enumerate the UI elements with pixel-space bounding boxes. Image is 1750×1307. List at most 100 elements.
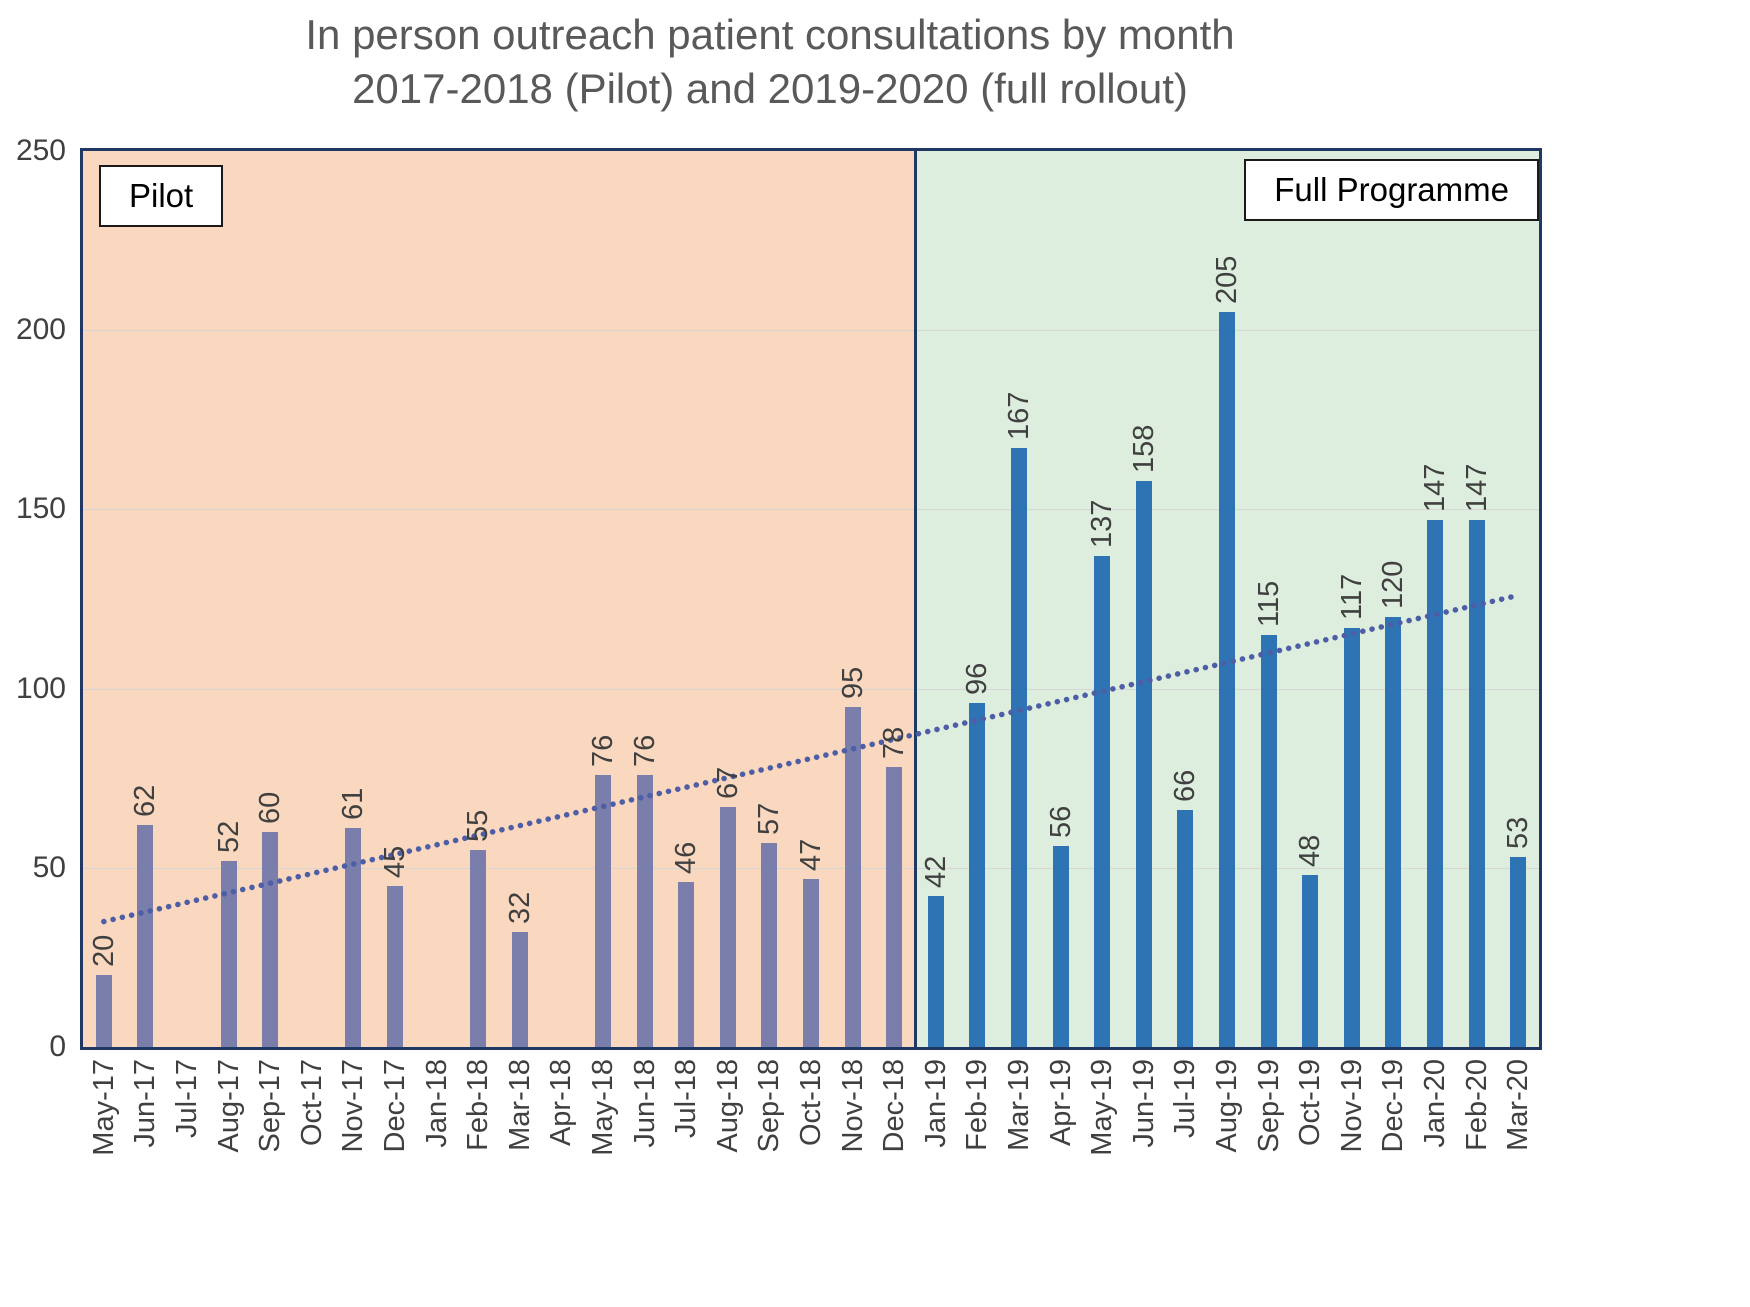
chart-title: In person outreach patient consultations… <box>0 8 1540 116</box>
bar-value-label: 66 <box>1169 770 1202 803</box>
bar-value-label: 42 <box>919 856 952 889</box>
bar-value-label: 67 <box>711 766 744 799</box>
bar-value-label: 60 <box>254 791 287 824</box>
bar-value-label: 57 <box>753 802 786 835</box>
x-tick-label: Oct-18 <box>795 1059 827 1147</box>
bar <box>220 860 237 1047</box>
x-tick-label: Apr-18 <box>545 1059 578 1147</box>
x-tick-label: Sep-17 <box>254 1059 287 1153</box>
bar-value-label: 205 <box>1211 255 1243 305</box>
bar-value-label: 48 <box>1294 834 1327 867</box>
bar <box>595 774 611 1047</box>
x-tick-label: Jan-18 <box>420 1059 453 1148</box>
bar <box>1427 520 1443 1047</box>
bar <box>1385 616 1402 1047</box>
bar <box>886 767 903 1047</box>
x-tick-label: Mar-20 <box>1502 1059 1535 1151</box>
y-tick-label: 50 <box>32 850 66 884</box>
bar <box>761 842 778 1047</box>
pilot-region-label: Pilot <box>99 165 224 227</box>
x-tick-label: Nov-18 <box>836 1059 869 1153</box>
bar-value-label: 62 <box>129 784 162 817</box>
bar-value-label: 120 <box>1377 560 1410 609</box>
x-tick-label: Aug-19 <box>1211 1059 1243 1153</box>
bar <box>470 849 487 1047</box>
gridline <box>83 688 1539 690</box>
bar <box>95 975 112 1047</box>
x-tick-label: Jun-17 <box>129 1059 162 1148</box>
x-tick-label: Apr-19 <box>1044 1059 1077 1147</box>
x-tick-label: Jul-19 <box>1169 1059 1202 1138</box>
bar <box>1468 520 1485 1047</box>
bar-value-label: 32 <box>503 892 536 925</box>
x-tick-label: Aug-18 <box>711 1059 744 1153</box>
x-tick-label: Jul-17 <box>171 1059 203 1138</box>
bar-value-label: 147 <box>1419 463 1451 513</box>
bar <box>1260 634 1277 1047</box>
x-tick-label: Dec-19 <box>1377 1059 1410 1153</box>
chart-title-line2: 2017-2018 (Pilot) and 2019-2020 (full ro… <box>352 65 1188 112</box>
bar-value-label: 76 <box>587 734 619 767</box>
bar <box>262 831 279 1047</box>
bar <box>345 828 362 1047</box>
bar-value-label: 20 <box>87 935 120 968</box>
bar <box>1052 846 1069 1047</box>
bar-value-label: 115 <box>1252 580 1285 627</box>
x-tick-label: May-18 <box>587 1059 619 1156</box>
bar-value-label: 78 <box>878 727 911 760</box>
x-tick-label: Feb-19 <box>961 1059 994 1151</box>
x-tick-label: May-19 <box>1086 1059 1119 1156</box>
x-tick-label: Nov-17 <box>337 1059 370 1153</box>
bar <box>803 878 819 1047</box>
bar <box>1094 556 1111 1047</box>
bar <box>844 706 861 1047</box>
bar <box>1011 448 1027 1047</box>
x-tick-label: Jan-19 <box>919 1059 952 1148</box>
region-divider <box>913 151 917 1047</box>
bar-value-label: 96 <box>961 662 994 695</box>
x-tick-label: Mar-18 <box>503 1059 536 1151</box>
chart-title-line1: In person outreach patient consultations… <box>305 11 1235 58</box>
bar <box>678 882 695 1047</box>
x-tick-label: Oct-19 <box>1294 1059 1327 1147</box>
x-tick-label: Sep-19 <box>1252 1059 1285 1153</box>
bar-value-label: 52 <box>212 820 245 853</box>
x-tick-label: May-17 <box>87 1059 120 1156</box>
plot-area: Pilot Full Programme 20 62 52 60 61 45 55 32 76 7… <box>80 148 1542 1050</box>
x-tick-label: Jun-19 <box>1127 1059 1160 1148</box>
bar-value-label: 47 <box>795 838 827 871</box>
bar <box>927 896 944 1047</box>
y-tick-label: 150 <box>15 492 66 526</box>
y-tick-label: 100 <box>15 671 66 705</box>
bar-value-label: 45 <box>379 845 411 878</box>
x-tick-label: Jun-18 <box>628 1059 661 1148</box>
bar-value-label: 46 <box>670 841 703 875</box>
x-tick-label: Dec-18 <box>878 1059 911 1153</box>
pilot-region-background <box>83 151 915 1047</box>
y-tick-label: 0 <box>49 1030 66 1063</box>
x-tick-label: Feb-18 <box>462 1059 495 1151</box>
bar-value-label: 56 <box>1044 806 1077 839</box>
bar-value-label: 95 <box>836 666 869 699</box>
bar-value-label: 167 <box>1003 392 1035 441</box>
bar-value-label: 137 <box>1086 499 1119 548</box>
bar <box>511 932 528 1047</box>
bar-value-label: 117 <box>1335 573 1368 620</box>
full-programme-region-label: Full Programme <box>1244 159 1539 221</box>
x-tick-label: Nov-19 <box>1335 1059 1368 1153</box>
bar <box>719 806 736 1047</box>
bar-value-label: 158 <box>1127 424 1160 473</box>
bar-value-label: 147 <box>1460 463 1493 513</box>
y-tick-label: 250 <box>15 134 66 167</box>
x-tick-label: Oct-17 <box>295 1059 328 1147</box>
bar-value-label: 76 <box>628 734 661 767</box>
bar <box>1510 857 1527 1047</box>
x-tick-label: Feb-20 <box>1460 1059 1493 1151</box>
bar <box>1135 480 1152 1047</box>
bar <box>387 885 403 1047</box>
bar <box>969 702 986 1047</box>
x-tick-label: Jan-20 <box>1419 1059 1451 1148</box>
gridline <box>83 330 1539 332</box>
bar <box>1343 627 1360 1047</box>
